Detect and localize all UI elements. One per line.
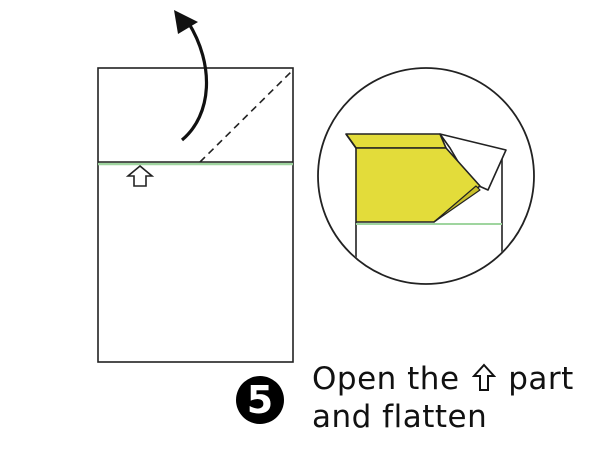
- caption-hollow-up-arrow-icon: [471, 363, 496, 391]
- paper-sheet: [97, 67, 294, 363]
- detail-fold-line: [345, 133, 357, 149]
- detail-yellow-back: [345, 133, 447, 149]
- caption-text-open-the: Open the: [312, 361, 460, 397]
- dashed-crease-line: [199, 69, 294, 163]
- curved-arrow-icon: [174, 10, 208, 142]
- hollow-up-arrow-icon: [125, 164, 155, 187]
- magnifier-circle: [317, 67, 535, 285]
- caption-line-2: and flatten: [312, 399, 488, 435]
- detail-yellow-shadow: [433, 185, 481, 223]
- caption-line-1: Open the part: [312, 360, 602, 398]
- step-caption: Open the part and flatten: [312, 360, 602, 436]
- caption-text-part: part: [508, 361, 574, 397]
- step-number-badge: 5: [236, 376, 284, 424]
- paper-outline: [97, 67, 294, 363]
